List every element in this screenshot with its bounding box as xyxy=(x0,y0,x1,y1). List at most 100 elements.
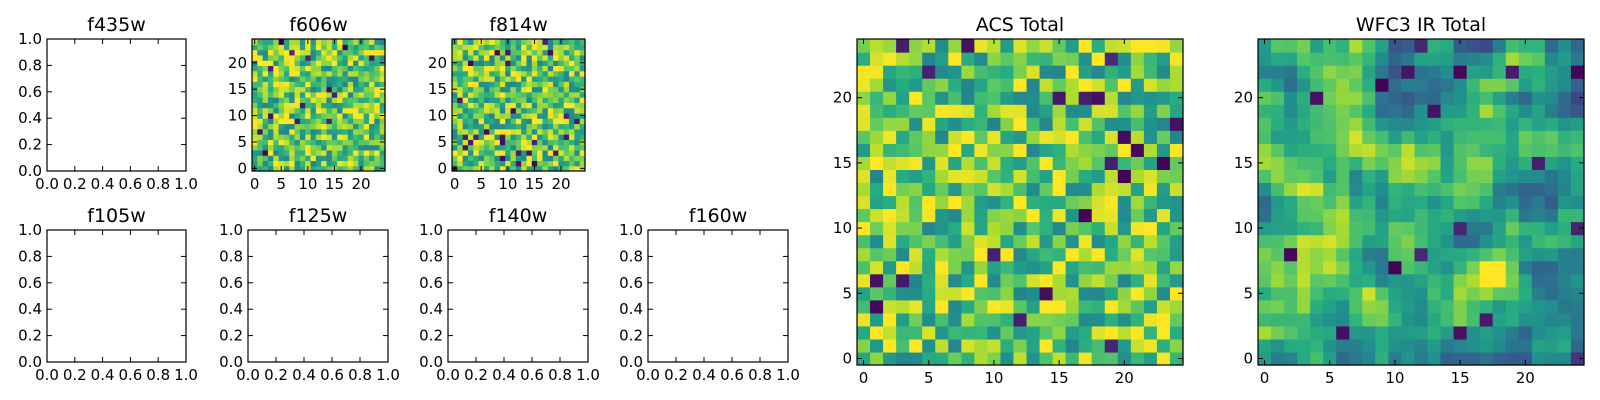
heatmap-cell xyxy=(1065,39,1080,53)
heatmap-cell xyxy=(483,60,490,66)
heatmap-cell xyxy=(331,75,338,82)
heatmap-cell xyxy=(1466,208,1481,223)
heatmap-cell xyxy=(896,234,910,249)
y-tick-label: 1.0 xyxy=(219,221,243,239)
heatmap-cell xyxy=(273,118,280,125)
heatmap-cell xyxy=(553,44,559,51)
heatmap-cell xyxy=(515,44,522,51)
heatmap-cell xyxy=(369,160,375,167)
heatmap-cell xyxy=(299,39,306,45)
heatmap-cell xyxy=(1557,156,1572,170)
heatmap-cell xyxy=(1336,351,1350,366)
heatmap-cell xyxy=(379,81,386,88)
heatmap-cell xyxy=(379,49,386,56)
heatmap-cell xyxy=(1310,117,1324,131)
heatmap-cell xyxy=(515,102,522,109)
heatmap-cell xyxy=(478,112,485,119)
heatmap-cell xyxy=(305,123,312,130)
heatmap-cell xyxy=(305,44,312,51)
heatmap-cell xyxy=(374,81,381,88)
heatmap-cell xyxy=(870,78,884,92)
heatmap-cell xyxy=(1518,234,1533,249)
heatmap-cell xyxy=(1518,182,1533,197)
heatmap-cell xyxy=(369,60,375,66)
heatmap-cell xyxy=(489,97,496,103)
heatmap-cell xyxy=(489,70,496,77)
heatmap-cell xyxy=(569,54,575,61)
heatmap-cell xyxy=(1117,247,1132,262)
heatmap-cell xyxy=(1570,221,1585,236)
heatmap-cell xyxy=(499,60,506,66)
heatmap-cell xyxy=(283,139,290,146)
heatmap-cell xyxy=(347,86,354,93)
heatmap-cell xyxy=(1310,273,1324,288)
heatmap-cell xyxy=(526,39,533,45)
heatmap-cell xyxy=(489,54,496,61)
heatmap-cell xyxy=(363,39,370,45)
heatmap-cell xyxy=(974,91,988,105)
heatmap-cell xyxy=(510,86,517,93)
heatmap-cell xyxy=(1401,208,1416,223)
heatmap-cell xyxy=(289,134,296,140)
heatmap-cell xyxy=(563,60,570,66)
heatmap-cell xyxy=(1052,117,1067,131)
heatmap-cell xyxy=(462,134,469,140)
heatmap-cell xyxy=(321,139,328,146)
heatmap-cell xyxy=(1479,143,1494,157)
heatmap-cell xyxy=(273,102,280,109)
heatmap-cell xyxy=(569,70,575,77)
heatmap-cell xyxy=(510,149,517,156)
heatmap-cell xyxy=(305,75,312,82)
heatmap-cell xyxy=(974,312,988,327)
heatmap-cell xyxy=(961,117,975,131)
heatmap-cell xyxy=(1000,351,1015,366)
heatmap-cell xyxy=(922,221,936,236)
heatmap-cell xyxy=(1427,208,1442,223)
heatmap-cell xyxy=(563,144,570,151)
heatmap-cell xyxy=(467,91,474,98)
heatmap-cell xyxy=(252,118,258,125)
heatmap-cell xyxy=(457,65,464,72)
heatmap-cell xyxy=(537,102,544,109)
heatmap-cell xyxy=(467,49,474,56)
heatmap-cell xyxy=(337,144,344,151)
heatmap-cell xyxy=(489,149,496,156)
heatmap-cell xyxy=(1453,195,1468,210)
heatmap-cell xyxy=(1479,39,1494,53)
heatmap-cell xyxy=(1130,52,1145,66)
heatmap-cell xyxy=(1349,39,1363,53)
heatmap-cell xyxy=(1531,312,1546,327)
heatmap-cell xyxy=(1323,247,1337,262)
heatmap-cell xyxy=(1544,299,1559,314)
heatmap-cell xyxy=(505,107,512,114)
panel-title: f814w xyxy=(489,14,548,36)
heatmap-cell xyxy=(1518,117,1533,131)
heatmap-cell xyxy=(310,60,317,66)
heatmap-cell xyxy=(510,75,517,82)
y-tick-label: 0.8 xyxy=(419,247,443,265)
heatmap-cell xyxy=(252,49,258,56)
heatmap-cell xyxy=(321,49,328,56)
heatmap-cell xyxy=(1518,312,1533,327)
heatmap-cell xyxy=(558,54,565,61)
heatmap-cell xyxy=(553,49,559,56)
heatmap-cell xyxy=(883,234,897,249)
heatmap-cell xyxy=(909,260,923,275)
heatmap-cell xyxy=(379,149,386,156)
heatmap-cell xyxy=(1091,52,1106,66)
heatmap-cell xyxy=(1401,130,1416,144)
heatmap-cell xyxy=(870,325,884,340)
heatmap-cell xyxy=(553,149,559,156)
heatmap-cell xyxy=(526,149,533,156)
heatmap-cell xyxy=(1026,234,1041,249)
heatmap-cell xyxy=(1117,338,1132,353)
heatmap-cell xyxy=(1492,299,1507,314)
heatmap-cell xyxy=(542,155,549,162)
heatmap-cell xyxy=(342,123,349,130)
y-tick-label: 0 xyxy=(842,349,852,367)
heatmap-cell xyxy=(499,139,506,146)
heatmap-cell xyxy=(987,299,1002,314)
heatmap-cell xyxy=(574,144,581,151)
heatmap-cell xyxy=(1375,117,1389,131)
heatmap-cell xyxy=(935,325,949,340)
